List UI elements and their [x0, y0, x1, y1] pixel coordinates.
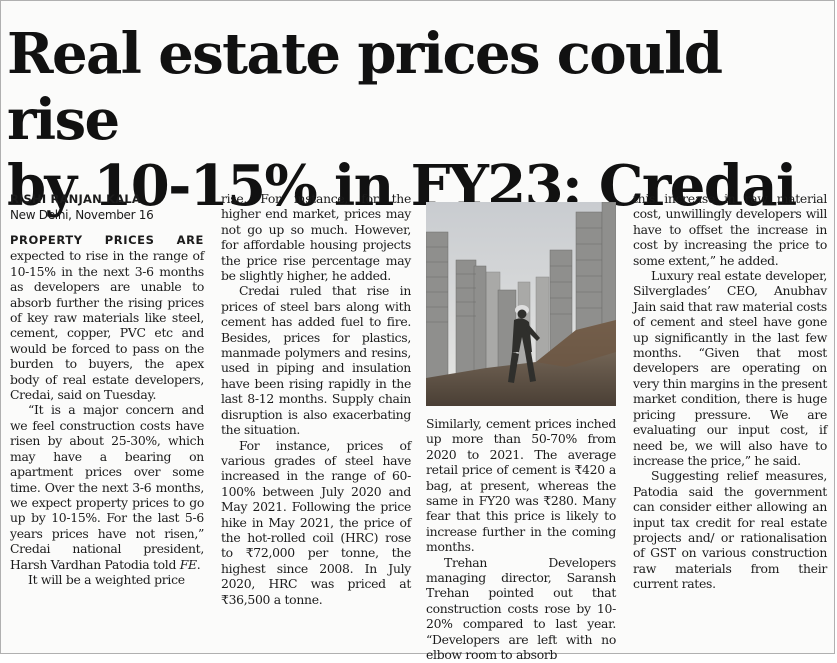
paragraph-text: Similarly, cement prices inched up more … — [426, 416, 616, 555]
paragraph-text: Credai ruled that rise in prices of stee… — [221, 283, 411, 438]
paragraph-text: rise. For instance, for the higher end m… — [221, 191, 411, 284]
paragraph-text: Luxury real estate developer, Silverglad… — [633, 268, 827, 468]
paragraph: Trehan Developers managing director, Sar… — [426, 555, 616, 663]
paragraph: For instance, prices of various grades o… — [221, 438, 411, 607]
paragraph-text: . — [196, 556, 201, 572]
column-2: rise. For instance, for the higher end m… — [221, 191, 411, 607]
lead-caps: PROPERTY PRICES ARE — [10, 233, 204, 247]
headline-line-2: by 10-15% in FY23: Credai — [7, 153, 797, 219]
paragraph: this increase in raw material cost, unwi… — [633, 191, 827, 268]
paragraph-text: Trehan Developers managing director, Sar… — [426, 554, 616, 663]
paragraph: PROPERTY PRICES ARE expected to rise in … — [10, 232, 204, 402]
paragraph: Similarly, cement prices inched up more … — [426, 416, 616, 555]
construction-photo — [426, 202, 616, 406]
paragraph-text: expected to rise in the range of 10-15% … — [10, 248, 204, 403]
paragraph-text: Suggesting relief measures, Patodia said… — [633, 468, 827, 592]
paragraph: Suggesting relief measures, Patodia said… — [633, 468, 827, 591]
column-3: Similarly, cement prices inched up more … — [426, 416, 616, 663]
paragraph: Luxury real estate developer, Silverglad… — [633, 268, 827, 468]
byline: RISHI RANJAN KALA — [10, 192, 141, 206]
city-skyline-illustration — [426, 202, 616, 406]
paragraph: Credai ruled that rise in prices of stee… — [221, 283, 411, 437]
column-1: RISHI RANJAN KALA New Delhi, November 16… — [10, 191, 204, 587]
column-4: this increase in raw material cost, unwi… — [633, 191, 827, 592]
paragraph-text: “It is a major concern and we feel const… — [10, 402, 204, 572]
paragraph: It will be a weighted price — [10, 572, 204, 587]
publication-name: FE — [179, 556, 197, 572]
paragraph: rise. For instance, for the higher end m… — [221, 191, 411, 283]
paragraph-text: It will be a weighted price — [28, 571, 185, 587]
dateline: New Delhi, November 16 — [10, 208, 154, 222]
headline: Real estate prices could rise by 10-15% … — [7, 21, 833, 219]
paragraph: “It is a major concern and we feel const… — [10, 402, 204, 571]
paragraph-text: this increase in raw material cost, unwi… — [633, 191, 827, 268]
headline-line-1: Real estate prices could rise — [7, 21, 723, 153]
paragraph-text: For instance, prices of various grades o… — [221, 437, 411, 607]
